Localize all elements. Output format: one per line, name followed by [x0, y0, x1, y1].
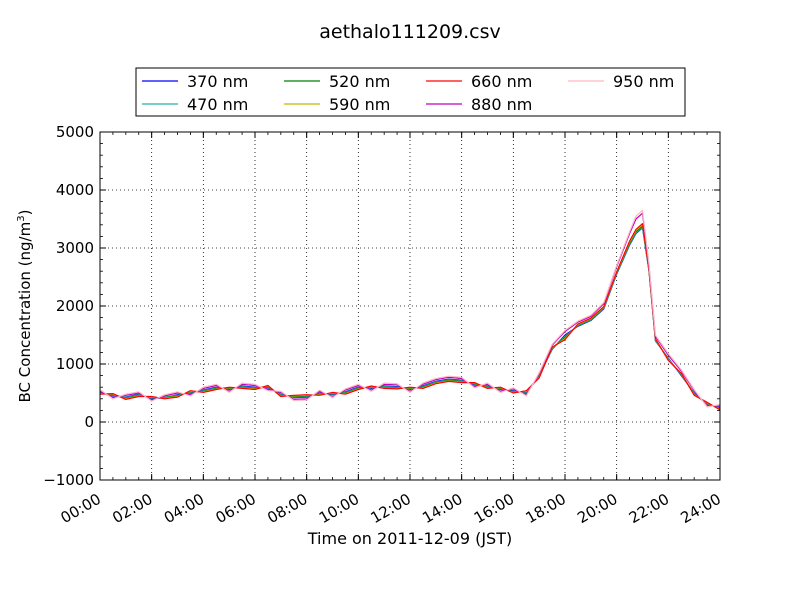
plot-frame — [99, 131, 721, 481]
legend-label-590-nm: 590 nm — [329, 95, 390, 114]
y-tick-label: −1000 — [43, 471, 94, 489]
y-axis-label-tail: ) — [16, 210, 34, 216]
series-lines — [100, 209, 720, 411]
legend-frame — [135, 67, 686, 117]
series-line-950-nm — [100, 209, 720, 408]
y-tick-label: 1000 — [56, 355, 94, 373]
legend-entries: 370 nm 470 nm 520 nm 590 nm 660 nm 880 nm 950 … — [142, 72, 674, 114]
y-axis-label-superscript: 3 — [16, 215, 27, 221]
y-axis-label-main: BC Concentration (ng/m — [16, 222, 34, 403]
legend-label-880-nm: 880 nm — [471, 95, 532, 114]
plot-area — [99, 131, 721, 481]
y-tick-label: 5000 — [56, 123, 94, 141]
y-tick-label: 3000 — [56, 239, 94, 257]
grid-lines — [100, 132, 720, 480]
y-tick-label: 2000 — [56, 297, 94, 315]
legend-label-520-nm: 520 nm — [329, 72, 390, 91]
chart-title: aethalo111209.csv — [319, 21, 501, 43]
y-axis-label: BC Concentration (ng/m3) — [16, 210, 34, 403]
legend-label-950-nm: 950 nm — [613, 72, 674, 91]
legend: 370 nm 470 nm 520 nm 590 nm 660 nm 880 nm 950 … — [135, 67, 686, 117]
y-axis-tick-labels: −1000 0 1000 2000 3000 4000 5000 — [43, 123, 94, 489]
series-line-660-nm — [100, 223, 720, 411]
legend-label-470-nm: 470 nm — [187, 95, 248, 114]
series-line-880-nm — [100, 212, 720, 407]
y-tick-label: 0 — [84, 413, 94, 431]
y-tick-label: 4000 — [56, 181, 94, 199]
x-axis-label: Time on 2011-12-09 (JST) — [307, 529, 512, 548]
legend-label-660-nm: 660 nm — [471, 72, 532, 91]
legend-label-370-nm: 370 nm — [187, 72, 248, 91]
